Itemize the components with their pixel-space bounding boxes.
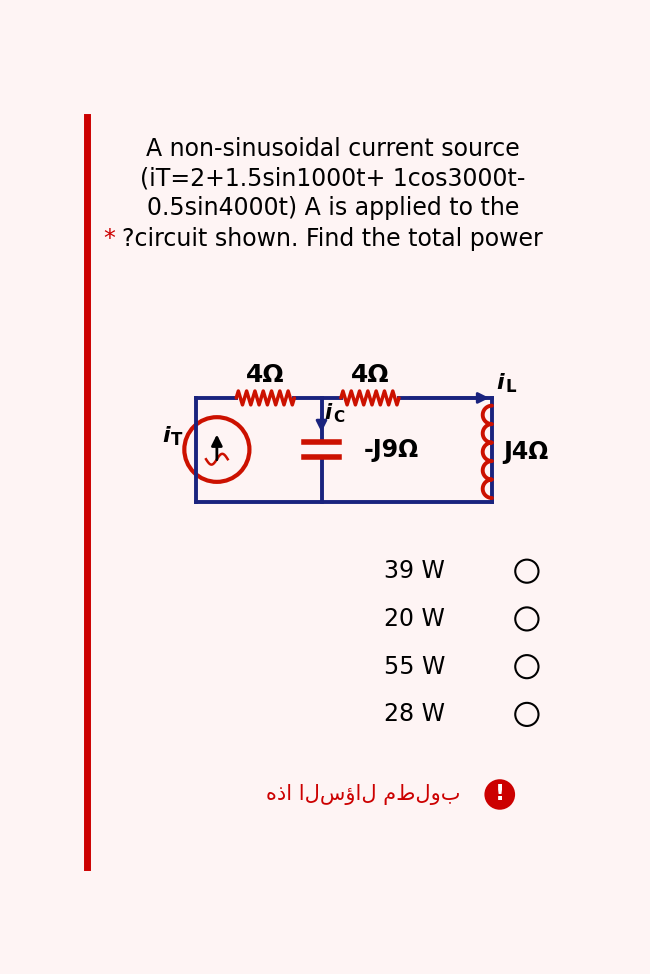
Text: 4Ω: 4Ω <box>351 363 389 387</box>
Text: i: i <box>496 372 504 393</box>
Text: 55 W: 55 W <box>384 655 445 679</box>
Text: هذا السؤال مطلوب: هذا السؤال مطلوب <box>266 784 461 805</box>
Text: 4Ω: 4Ω <box>246 363 285 387</box>
Text: C: C <box>333 410 344 426</box>
Text: ?circuit shown. Find the total power: ?circuit shown. Find the total power <box>122 227 542 250</box>
Text: A non-sinusoidal current source: A non-sinusoidal current source <box>146 137 520 162</box>
Text: 39 W: 39 W <box>384 559 445 583</box>
Text: !: ! <box>495 784 505 805</box>
Circle shape <box>486 780 514 808</box>
Text: J4Ω: J4Ω <box>503 440 548 464</box>
Text: *: * <box>105 227 124 250</box>
Text: i: i <box>162 426 170 446</box>
Text: -J9Ω: -J9Ω <box>364 437 419 462</box>
Text: 28 W: 28 W <box>384 702 445 727</box>
Text: 0.5sin4000t) A is applied to the: 0.5sin4000t) A is applied to the <box>147 196 519 220</box>
Text: i: i <box>324 403 332 424</box>
Text: L: L <box>505 378 516 396</box>
Text: T: T <box>171 431 183 449</box>
Text: 20 W: 20 W <box>384 607 445 631</box>
Text: (iT=2+1.5sin1000t+ 1cos3000t-: (iT=2+1.5sin1000t+ 1cos3000t- <box>140 167 526 191</box>
